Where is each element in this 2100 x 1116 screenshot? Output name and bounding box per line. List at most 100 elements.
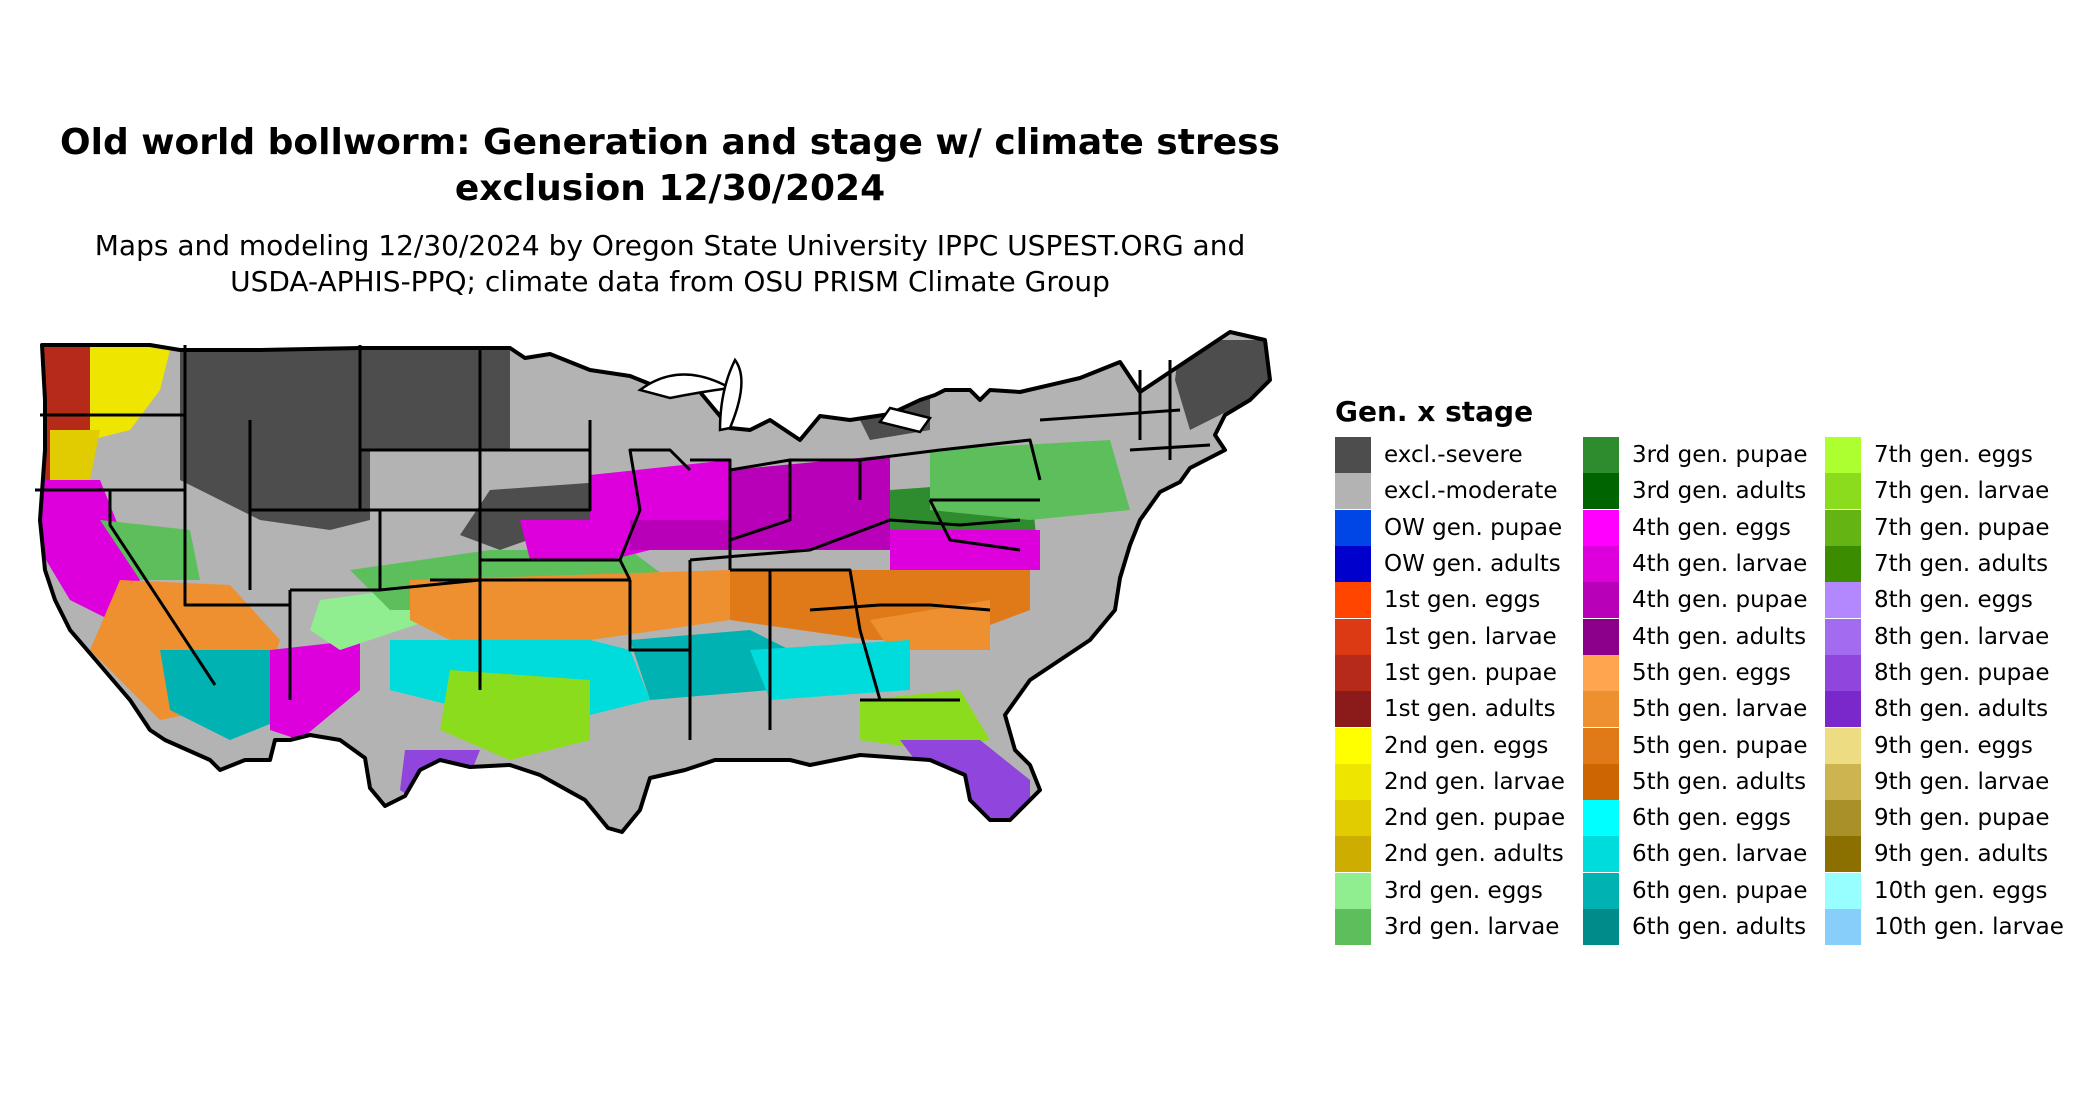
legend-swatch [1583, 618, 1619, 655]
legend-label: 8th gen. pupae [1874, 659, 2050, 686]
legend-label: 6th gen. eggs [1632, 805, 1791, 832]
legend-label: 9th gen. adults [1874, 841, 2049, 868]
legend-item: 7th gen. pupae [1825, 509, 2085, 546]
legend-swatch [1583, 473, 1619, 510]
title-line-2: exclusion 12/30/2024 [454, 168, 886, 209]
legend-item: 2nd gen. larvae [1335, 763, 1583, 800]
legend-item: 9th gen. pupae [1825, 800, 2085, 837]
legend-swatch [1583, 872, 1619, 909]
legend-label: 9th gen. eggs [1874, 732, 2033, 759]
legend-label: 8th gen. eggs [1874, 587, 2033, 614]
legend-label: 5th gen. larvae [1632, 696, 1808, 723]
legend-item: 10th gen. larvae [1825, 909, 2085, 945]
legend-item: OW gen. pupae [1335, 509, 1583, 546]
legend-item: 3rd gen. larvae [1335, 909, 1583, 945]
legend-swatch [1335, 582, 1371, 619]
legend-swatch [1335, 509, 1371, 546]
legend-swatch [1583, 509, 1619, 546]
legend-swatch [1583, 546, 1619, 583]
legend-label: 9th gen. larvae [1874, 768, 2050, 795]
legend-item: 9th gen. larvae [1825, 763, 2085, 800]
legend-swatch [1825, 437, 1861, 474]
legend-swatch [1583, 909, 1619, 945]
legend-label: OW gen. pupae [1384, 514, 1563, 541]
legend-item: 2nd gen. pupae [1335, 800, 1583, 837]
legend-label: 9th gen. pupae [1874, 805, 2050, 832]
legend-item: 3rd gen. pupae [1583, 437, 1825, 474]
legend-label: 4th gen. pupae [1632, 587, 1808, 614]
legend-swatch [1825, 546, 1861, 583]
legend-swatch [1335, 437, 1371, 474]
legend-item: 1st gen. adults [1335, 691, 1583, 728]
legend-item: 8th gen. eggs [1825, 582, 2085, 619]
legend-label: 3rd gen. larvae [1384, 914, 1560, 940]
legend-swatch [1335, 473, 1371, 510]
legend-swatch [1825, 872, 1861, 909]
legend-item: 7th gen. larvae [1825, 473, 2085, 510]
legend-swatch [1335, 691, 1371, 728]
legend-label: 5th gen. eggs [1632, 659, 1791, 686]
legend-item: 8th gen. larvae [1825, 618, 2085, 655]
legend-swatch [1825, 509, 1861, 546]
legend-label: 8th gen. adults [1874, 696, 2049, 723]
us-map [35, 330, 1272, 834]
legend-swatch [1825, 909, 1861, 945]
legend-item: 5th gen. pupae [1583, 727, 1825, 764]
legend-item: 5th gen. adults [1583, 763, 1825, 800]
legend-swatch [1583, 654, 1619, 691]
legend-item: 8th gen. adults [1825, 691, 2085, 728]
legend-swatch [1825, 654, 1861, 691]
legend-label: 7th gen. eggs [1874, 442, 2033, 469]
legend-item: 5th gen. eggs [1583, 654, 1825, 691]
legend-label: 5th gen. pupae [1632, 732, 1808, 759]
legend-label: 10th gen. eggs [1874, 877, 2048, 904]
legend-item: 4th gen. adults [1583, 618, 1825, 655]
legend-label: 2nd gen. eggs [1384, 732, 1549, 759]
legend-label: 6th gen. adults [1632, 914, 1807, 940]
legend-label: 1st gen. pupae [1384, 659, 1557, 686]
legend-item: excl.-severe [1335, 437, 1583, 474]
legend-swatch [1583, 800, 1619, 837]
legend-swatch [1335, 654, 1371, 691]
legend-label: 4th gen. adults [1632, 623, 1807, 650]
legend-swatch [1583, 836, 1619, 873]
legend-item: 6th gen. pupae [1583, 872, 1825, 909]
legend-item: 2nd gen. eggs [1335, 727, 1583, 764]
legend-label: 2nd gen. larvae [1384, 768, 1565, 795]
legend-swatch [1825, 800, 1861, 837]
legend-swatch [1335, 872, 1371, 909]
legend-item: 5th gen. larvae [1583, 691, 1825, 728]
legend-label: 1st gen. eggs [1384, 587, 1541, 614]
gen-stage-fill [40, 332, 1270, 832]
legend-label: OW gen. adults [1384, 551, 1561, 578]
legend-item: 4th gen. eggs [1583, 509, 1825, 546]
legend-item: 4th gen. larvae [1583, 546, 1825, 583]
legend-label: 3rd gen. adults [1632, 478, 1807, 505]
legend-label: 10th gen. larvae [1874, 914, 2064, 940]
legend-label: 5th gen. adults [1632, 768, 1807, 795]
legend-swatch [1335, 909, 1371, 945]
legend-swatch [1335, 800, 1371, 837]
legend-item: excl.-moderate [1335, 473, 1583, 510]
legend-items: excl.-severe excl.-moderate OW gen. pupae O… [1335, 437, 2085, 945]
legend-item: 8th gen. pupae [1825, 654, 2085, 691]
legend-item: 3rd gen. eggs [1335, 872, 1583, 909]
legend-swatch [1335, 546, 1371, 583]
legend-label: excl.-severe [1384, 442, 1523, 469]
legend-item: 6th gen. larvae [1583, 836, 1825, 873]
legend-swatch [1583, 763, 1619, 800]
legend-label: 6th gen. pupae [1632, 877, 1808, 904]
legend-item: 4th gen. pupae [1583, 582, 1825, 619]
state-borders [35, 330, 1272, 834]
great-lakes [637, 357, 933, 434]
legend-label: 8th gen. larvae [1874, 623, 2050, 650]
legend-swatch [1583, 691, 1619, 728]
legend-item: 1st gen. eggs [1335, 582, 1583, 619]
map-title: Old world bollworm: Generation and stage… [20, 120, 1320, 212]
legend-swatch [1825, 836, 1861, 873]
legend-label: 1st gen. adults [1384, 696, 1556, 723]
legend-label: 3rd gen. eggs [1384, 877, 1543, 904]
legend-item: 1st gen. pupae [1335, 654, 1583, 691]
legend-swatch [1825, 473, 1861, 510]
legend-item: 9th gen. adults [1825, 836, 2085, 873]
